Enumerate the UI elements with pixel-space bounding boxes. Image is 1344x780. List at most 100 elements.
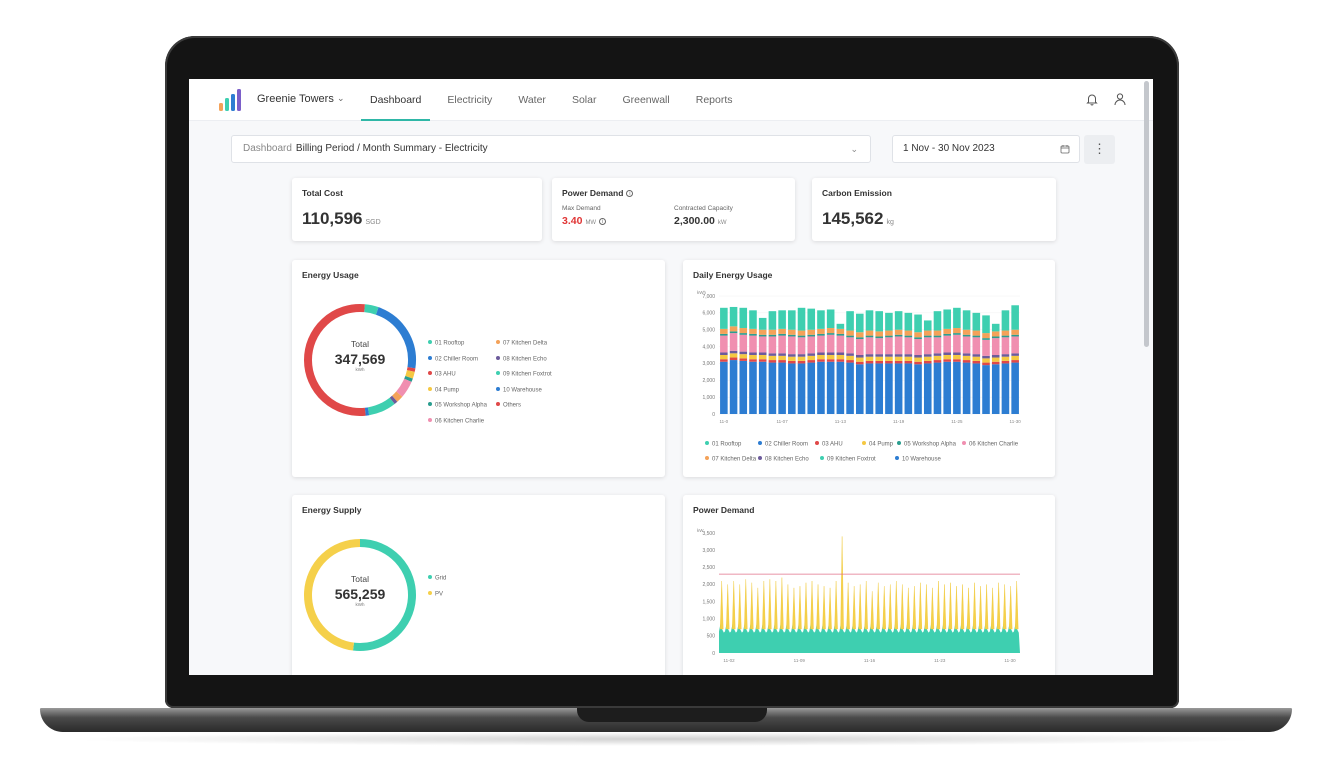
energy-supply-donut[interactable] xyxy=(300,535,420,655)
bar-segment xyxy=(982,362,990,366)
page-scrollbar[interactable] xyxy=(1144,81,1149,347)
bar-segment xyxy=(933,360,942,363)
legend-item[interactable]: 04 Pump xyxy=(428,386,459,393)
main-tabs: Dashboard Electricity Water Solar Greenw… xyxy=(361,79,750,121)
bar-segment xyxy=(923,363,932,414)
bar-segment xyxy=(807,355,816,361)
pv-spike xyxy=(774,580,778,630)
bar-segment xyxy=(865,335,874,338)
legend-item[interactable]: 10 Warehouse xyxy=(496,386,542,393)
power-demand-chart[interactable]: kW 0 500 1,000 1,500 2,000 2,500 3,000 3,500 11-0… xyxy=(683,523,1055,673)
bar-segment xyxy=(797,335,806,338)
calendar-icon[interactable] xyxy=(1060,144,1070,154)
bar-segment xyxy=(826,328,835,334)
legend-item[interactable]: 08 Kitchen Echo xyxy=(496,355,547,362)
legend-item[interactable]: 03 AHU xyxy=(815,441,843,448)
bar-segment xyxy=(778,328,786,334)
bar-segment xyxy=(768,353,777,356)
bar-segment xyxy=(982,365,990,414)
legend-item[interactable]: 03 AHU xyxy=(428,371,456,378)
legend-item[interactable]: 07 Kitchen Delta xyxy=(705,456,756,463)
legend-dot xyxy=(428,402,432,406)
bar-segment xyxy=(914,337,922,339)
y-tick-label: 2,000 xyxy=(702,378,715,384)
energy-usage-donut[interactable] xyxy=(300,300,420,420)
bar-segment xyxy=(768,355,777,361)
donut-slice xyxy=(364,304,379,315)
bar-segment xyxy=(962,355,971,361)
pv-spike xyxy=(780,577,784,630)
y-tick-label: 2,500 xyxy=(702,565,715,571)
bar-segment xyxy=(914,338,922,355)
pv-spike xyxy=(876,582,880,630)
legend-item[interactable]: 05 Workshop Alpha xyxy=(897,441,956,448)
pv-spike xyxy=(719,580,724,630)
dashboard-filter-select[interactable]: Dashboard Billing Period / Month Summary … xyxy=(231,135,871,163)
bar-segment xyxy=(885,360,893,364)
bar-segment xyxy=(817,355,825,360)
legend-item[interactable]: PV xyxy=(428,590,444,597)
bar-segment xyxy=(788,360,796,364)
bar-segment xyxy=(758,355,767,360)
legend-item[interactable]: 05 Workshop Alpha xyxy=(428,402,487,409)
legend-item[interactable]: Grid xyxy=(428,575,446,582)
pv-spike xyxy=(966,587,971,630)
bar-segment xyxy=(875,356,883,361)
legend-label: 07 Kitchen Delta xyxy=(503,340,548,347)
bar-segment xyxy=(953,328,961,334)
legend-item[interactable]: 09 Kitchen Foxtrot xyxy=(820,456,876,463)
user-icon[interactable] xyxy=(1113,92,1127,106)
more-options-button[interactable]: ⋮ xyxy=(1084,135,1115,164)
legend-label: PV xyxy=(435,591,444,597)
grid-area xyxy=(719,622,1020,653)
bar-segment xyxy=(788,356,796,361)
legend-item[interactable]: 04 Pump xyxy=(862,441,893,448)
legend-item[interactable]: 01 Rooftop xyxy=(705,441,741,448)
pv-spike xyxy=(924,584,929,630)
legend-label: 10 Warehouse xyxy=(503,387,542,393)
legend-item[interactable]: 01 Rooftop xyxy=(428,340,464,347)
logo-bars-icon[interactable] xyxy=(218,88,244,112)
legend-item[interactable]: 06 Kitchen Charlie xyxy=(428,417,484,424)
legend-item[interactable]: Others xyxy=(496,402,521,409)
bar-segment xyxy=(1011,305,1019,330)
bar-segment xyxy=(749,361,757,414)
bar-segment xyxy=(943,352,951,355)
tab-greenwall[interactable]: Greenwall xyxy=(622,94,670,106)
bell-icon[interactable] xyxy=(1085,92,1099,106)
bar-segment xyxy=(904,360,913,364)
chevron-down-icon[interactable]: ⌄ xyxy=(850,144,858,154)
bar-segment xyxy=(720,355,728,360)
legend-dot xyxy=(496,355,500,360)
legend-item[interactable]: 02 Chiller Room xyxy=(428,355,478,362)
total-cost-card: Total Cost 110,596 SGD xyxy=(292,178,542,241)
bar-segment xyxy=(749,335,757,353)
legend-item[interactable]: 02 Chiller Room xyxy=(758,441,808,448)
date-range-picker[interactable]: 1 Nov - 30 Nov 2023 xyxy=(892,135,1080,163)
legend-item[interactable]: 09 Kitchen Foxtrot xyxy=(496,371,552,378)
tab-water[interactable]: Water xyxy=(518,94,546,106)
pv-spike xyxy=(762,580,766,630)
tab-dashboard[interactable]: Dashboard xyxy=(361,79,431,121)
legend-item[interactable]: 07 Kitchen Delta xyxy=(496,340,547,347)
daily-usage-chart[interactable]: kWh 0 1,000 2,000 3,000 4,000 5,000 6,000 7,000 1… xyxy=(683,288,1055,428)
bar-segment xyxy=(739,334,748,352)
bar-segment xyxy=(749,333,757,336)
bar-segment xyxy=(991,355,1000,358)
chevron-down-icon[interactable]: ⌄ xyxy=(337,93,345,103)
legend-item[interactable]: 08 Kitchen Echo xyxy=(758,456,809,463)
brand-selector[interactable]: Greenie Towers xyxy=(257,93,334,105)
tab-electricity[interactable]: Electricity xyxy=(447,94,493,106)
legend-dot xyxy=(496,402,500,406)
donut-slice xyxy=(404,375,413,382)
y-tick-label: 0 xyxy=(712,412,715,418)
bar-segment xyxy=(885,363,893,414)
tab-solar[interactable]: Solar xyxy=(571,94,597,106)
bar-segment xyxy=(817,310,825,329)
bar-segment xyxy=(875,336,883,339)
legend-item[interactable]: 06 Kitchen Charlie xyxy=(962,441,1018,448)
tab-reports[interactable]: Reports xyxy=(695,94,733,106)
legend-dot xyxy=(496,340,500,344)
legend-item[interactable]: 10 Warehouse xyxy=(895,456,941,463)
y-axis-label: kWh xyxy=(697,290,706,295)
